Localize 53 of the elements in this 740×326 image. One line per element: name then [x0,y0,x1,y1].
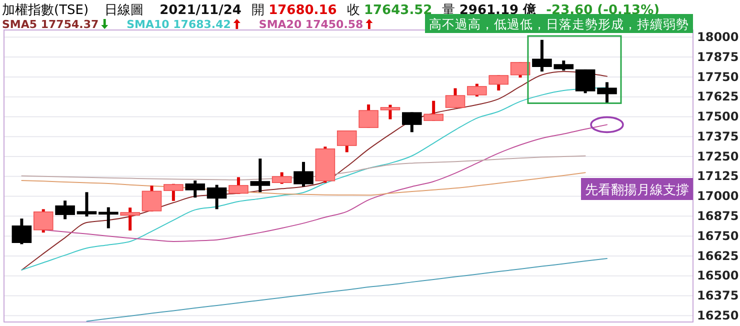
candlestick [272,172,292,184]
candlestick [597,82,617,103]
candlestick [402,112,422,132]
y-tick-label: 17750 [697,70,739,84]
candlestick [380,104,400,120]
annotation: 先看翻揚月線支撐 [585,183,689,198]
candlestick [55,200,75,220]
y-tick-label: 17250 [697,149,739,164]
candlestick [336,130,357,152]
text: 2021/11/24 [160,3,242,18]
y-tick-label: 17500 [697,110,739,124]
candlestick [228,177,248,194]
candlestick [185,180,206,198]
candlestick [445,88,466,108]
text: SMA10 17683.42 [126,18,231,31]
y-tick-label: 17625 [697,90,739,104]
candlestick [142,186,162,212]
text: 開 17680.16 [251,3,337,18]
candlestick [120,208,140,230]
candlestick [98,207,118,228]
annotation: 高不過高，低過低，日落走勢形成，持續弱勢 [429,16,689,32]
candlestick [294,162,314,187]
y-tick-label: 16625 [697,248,739,263]
candlestick [12,218,32,244]
candlestick [250,158,270,192]
chart-title: 加權指數(TSE) [2,3,89,18]
y-tick-label: 16875 [697,209,739,224]
candlestick [358,104,378,128]
y-tick-label: 17125 [697,169,739,184]
y-tick-label: 17375 [697,129,739,144]
candlestick [206,184,227,210]
y-tick-label: 16500 [697,268,739,283]
candlestick [467,84,487,97]
chart-subtitle: 日線圖 [104,3,144,18]
candlestick [575,69,596,94]
candlestick [488,75,509,90]
y-tick-label: 16375 [697,288,739,303]
candlestick [33,209,54,233]
line-series [21,172,586,196]
y-tick-label: 16750 [697,228,739,243]
text: SMA20 17450.58 [258,18,364,31]
y-tick-label: 17875 [697,50,739,64]
candlestick [424,100,444,121]
y-tick-label: 17000 [697,189,739,204]
y-tick-label: 16250 [697,308,739,322]
y-tick-label: 18000 [697,30,739,44]
text: 收 17643.52 [346,3,432,18]
candlestick [510,62,530,78]
text: -23.60 (-0.13%) [546,3,660,18]
line-series [86,258,608,322]
candlestick [76,192,97,216]
candlestick [164,184,184,201]
text: SMA5 17754.37 [2,18,99,31]
